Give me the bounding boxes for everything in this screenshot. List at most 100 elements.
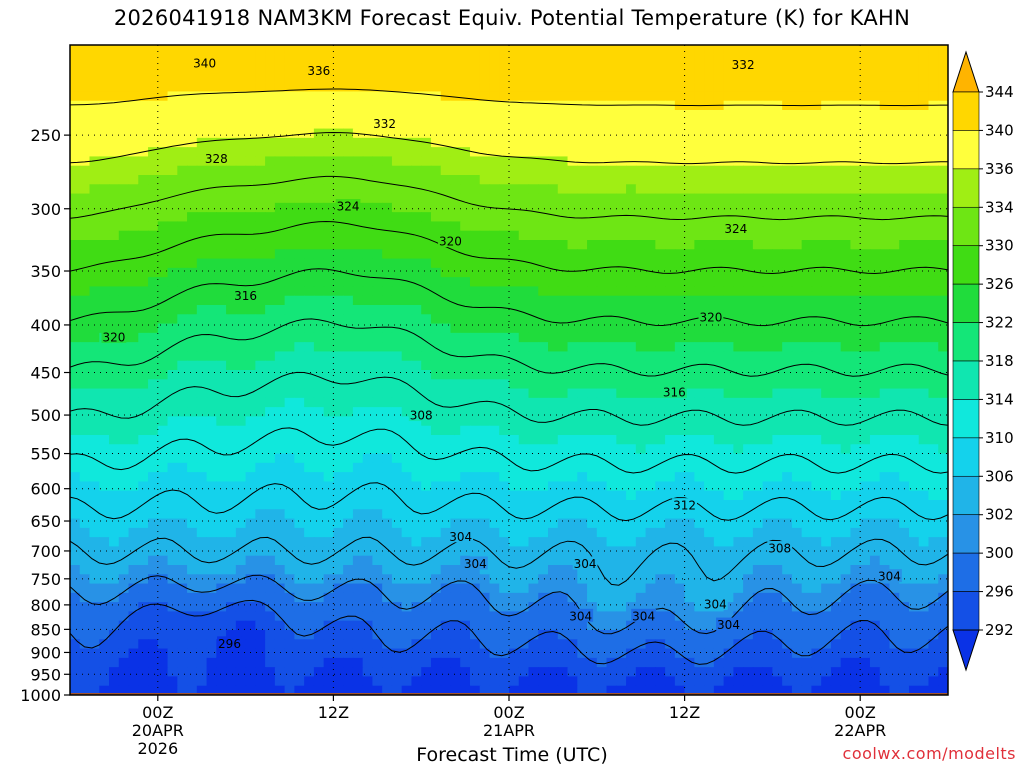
field-cell	[665, 137, 676, 148]
field-cell	[811, 462, 822, 473]
field-cell	[440, 462, 452, 473]
field-cell	[899, 425, 910, 436]
field-cell	[382, 370, 393, 380]
field-cell	[372, 54, 383, 65]
field-cell	[879, 147, 891, 158]
field-cell	[489, 425, 500, 436]
field-cell	[645, 295, 656, 306]
field-cell	[557, 360, 569, 371]
field-cell	[723, 407, 734, 418]
field-cell	[148, 462, 159, 473]
field-cell	[840, 212, 852, 223]
field-cell	[518, 240, 530, 250]
field-cell	[216, 444, 227, 455]
field-cell	[528, 425, 539, 436]
field-cell	[918, 54, 930, 65]
field-cell	[860, 286, 871, 297]
field-cell	[304, 453, 315, 464]
field-cell	[382, 110, 393, 120]
field-cell	[626, 425, 637, 436]
field-cell	[723, 277, 734, 288]
field-cell	[557, 425, 569, 436]
field-cell	[89, 249, 100, 260]
field-cell	[752, 221, 764, 232]
field-cell	[918, 546, 930, 557]
field-cell	[372, 388, 383, 399]
field-cell	[343, 137, 354, 148]
field-cell	[460, 63, 471, 74]
field-cell	[352, 332, 364, 343]
field-cell	[391, 230, 403, 241]
field-cell	[762, 388, 773, 399]
field-cell	[70, 453, 81, 464]
field-cell	[821, 258, 832, 269]
field-cell	[391, 221, 403, 232]
field-cell	[109, 147, 120, 158]
field-cell	[723, 137, 734, 148]
field-cell	[440, 546, 452, 557]
field-cell	[684, 323, 695, 334]
field-cell	[489, 63, 500, 74]
field-cell	[245, 462, 256, 473]
field-cell	[830, 240, 842, 250]
field-cell	[167, 370, 178, 380]
field-cell	[469, 184, 481, 195]
field-cell	[499, 156, 510, 167]
field-cell	[245, 370, 256, 380]
field-cell	[401, 212, 413, 223]
field-cell	[518, 388, 530, 399]
field-cell	[684, 221, 695, 232]
field-cell	[118, 370, 130, 380]
field-cell	[674, 462, 686, 473]
field-cell	[840, 72, 852, 83]
field-cell	[567, 305, 578, 315]
field-cell	[255, 388, 266, 399]
field-cell	[840, 407, 852, 418]
field-cell	[333, 295, 344, 306]
field-cell	[430, 555, 442, 566]
field-cell	[440, 323, 452, 334]
field-cell	[255, 332, 266, 343]
field-cell	[928, 546, 939, 557]
field-cell	[167, 221, 178, 232]
field-cell	[440, 258, 452, 269]
field-cell	[391, 518, 403, 529]
field-cell	[362, 212, 374, 223]
field-cell	[723, 518, 734, 529]
field-cell	[274, 277, 286, 288]
field-cell	[499, 342, 510, 353]
field-cell	[469, 370, 481, 380]
field-cell	[382, 147, 393, 158]
field-cell	[294, 249, 305, 260]
field-cell	[450, 518, 461, 529]
field-cell	[850, 100, 861, 111]
field-cell	[694, 295, 705, 306]
field-cell	[548, 537, 559, 548]
field-cell	[294, 490, 305, 501]
field-cell	[469, 100, 481, 111]
field-cell	[430, 509, 442, 520]
field-cell	[918, 332, 930, 343]
field-cell	[908, 221, 920, 232]
field-cell	[304, 295, 315, 306]
field-cell	[352, 72, 364, 83]
field-cell	[772, 240, 783, 250]
field-cell	[860, 435, 871, 445]
field-cell	[401, 435, 413, 445]
field-cell	[538, 462, 549, 473]
field-cell	[196, 370, 208, 380]
field-cell	[440, 397, 452, 408]
field-cell	[596, 221, 608, 232]
field-cell	[587, 518, 598, 529]
field-cell	[645, 323, 656, 334]
field-cell	[401, 230, 413, 241]
field-cell	[840, 351, 852, 362]
field-cell	[782, 472, 793, 483]
field-cell	[313, 165, 325, 176]
field-cell	[665, 462, 676, 473]
field-cell	[548, 435, 559, 445]
field-cell	[928, 258, 939, 269]
field-cell	[226, 165, 237, 176]
field-cell	[713, 212, 725, 223]
